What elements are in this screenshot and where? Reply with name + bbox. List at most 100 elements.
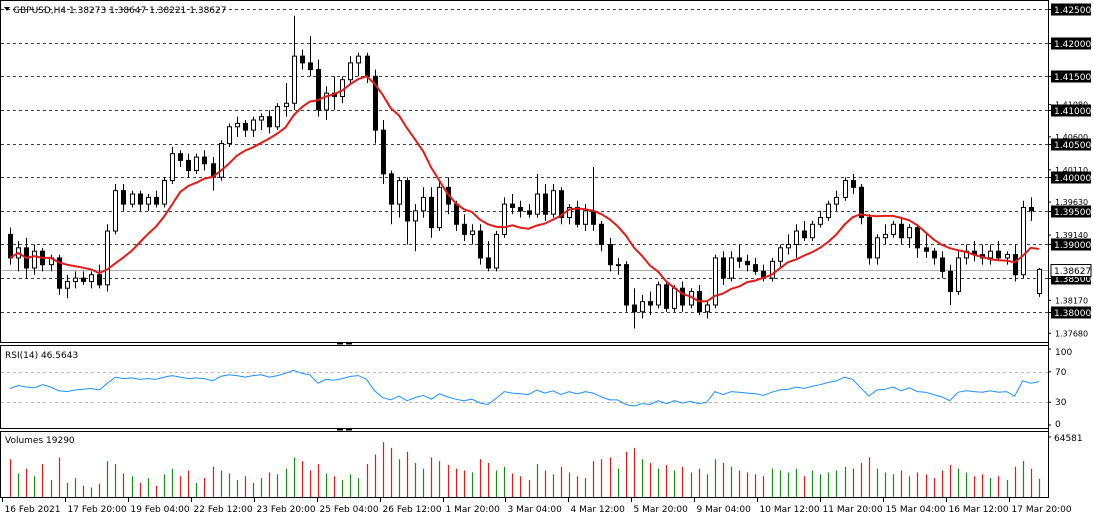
candle [559,187,564,225]
candle [575,200,580,228]
candle-body-bear [632,304,637,313]
candle [834,190,839,211]
candle [300,49,305,70]
candle-body-bull [65,280,70,289]
time-tick-label: 26 Feb 12:00 [383,505,442,515]
candle [551,183,556,218]
volume-bars [9,442,1041,497]
candle-body-bull [656,284,661,306]
candle-body-bear [1013,254,1018,276]
price-tick-label: 1.38000 [1054,309,1091,319]
candle-body-bear [599,223,604,245]
candle-body-bull [251,119,256,131]
candle [275,103,280,131]
candle [883,224,888,245]
candle-body-bull [907,227,912,239]
candle [964,244,969,265]
candle-body-bull [397,180,402,205]
candle-body-bear [405,180,410,222]
current-price-label: 1.38627 [1054,267,1091,277]
candle [308,35,313,77]
price-label-box [1051,238,1091,251]
candle [608,237,613,272]
candle [737,244,742,269]
candle-body-bull [956,257,961,293]
price-label-box [1051,70,1091,83]
candle-body-bull [219,143,224,178]
candle [996,241,1001,262]
candle [292,15,297,110]
candle-body-bull [786,243,791,249]
candle [1021,200,1026,279]
symbol-menu-icon[interactable] [4,7,10,11]
candle [794,224,799,258]
candle-body-bear [559,190,564,219]
candle [640,294,645,319]
candle [721,251,726,285]
candle-body-bull [502,203,507,235]
candle [178,150,183,168]
price-tick-label: 1.41500 [1054,73,1091,83]
volume-axis: 64581 [1048,434,1083,444]
price-minor-label: 1.39140 [1055,231,1088,240]
candle-body-bull [988,250,993,259]
candle [186,153,191,178]
candle-body-bull [421,196,426,212]
candle-body-bull [105,230,110,286]
candle-body-bull [348,62,353,81]
candle-body-bull [551,190,556,215]
candle [924,234,929,258]
candle [113,183,118,235]
candle [616,257,621,275]
candle [316,59,321,117]
candle [1037,268,1042,297]
candle-body-bear [527,210,532,215]
candle-body-bear [575,206,580,225]
current-price-box [1050,264,1092,277]
candle [802,220,807,242]
candle-body-bear [57,257,62,289]
price-minor-label: 1.40600 [1055,133,1088,142]
candle [624,261,629,312]
candle [826,200,831,221]
candle-body-bull [713,257,718,306]
candle [664,281,669,312]
rsi-tick-label: 100 [1055,348,1072,358]
price-label-box [1051,37,1091,50]
candle-body-bear [186,159,191,171]
candle-body-bull [1005,254,1010,259]
candle-body-bear [178,153,183,161]
candle-body-bear [267,116,272,128]
candle-body-bear [543,193,548,215]
price-minor-label: 1.38170 [1055,296,1088,305]
candle-body-bear [154,196,159,205]
price-label-box [1051,3,1091,16]
candle [32,244,37,275]
candle [16,241,21,272]
candle-body-bull [162,180,167,205]
candle [891,220,896,238]
candle-body-bear [373,75,378,131]
price-tick-label: 1.40000 [1054,174,1091,184]
candle [770,257,775,282]
candle [284,83,289,117]
candle-body-bull [770,260,775,279]
candle-body-bear [365,55,370,77]
candle [729,251,734,282]
volume-pane[interactable] [0,431,1049,498]
price-pane[interactable] [0,0,1049,343]
candle [535,173,540,218]
candle [745,254,750,272]
candle [470,224,475,245]
candle [235,116,240,137]
time-tick-label: 3 Mar 04:00 [508,505,563,515]
candle-body-bull [73,277,78,282]
candle [988,244,993,265]
candle-body-bear [745,260,750,266]
candle [121,183,126,211]
candle [251,116,256,137]
rsi-axis: 100 70 30 0 [1048,348,1072,430]
time-tick-label: 5 Mar 20:00 [634,505,689,515]
price-tick-label: 1.39000 [1054,241,1091,251]
